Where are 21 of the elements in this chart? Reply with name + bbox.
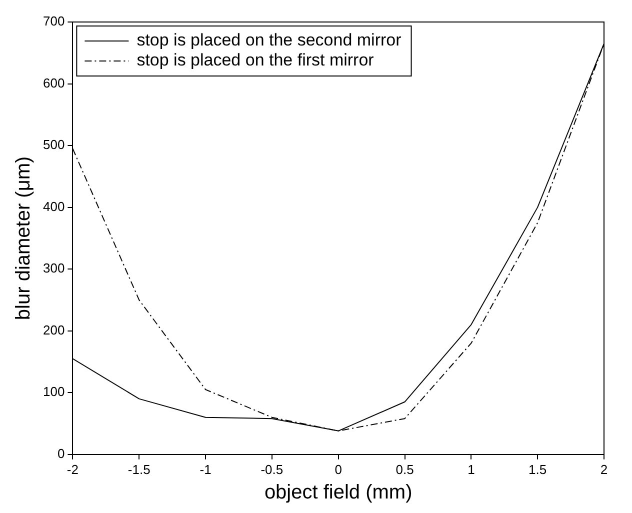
legend-label: stop is placed on the second mirror: [136, 30, 402, 50]
y-tick-label: 100: [42, 384, 65, 400]
x-tick-label: 1.5: [528, 462, 547, 477]
y-tick-label: 200: [42, 322, 65, 338]
y-axis-title: blur diameter (μm): [12, 156, 35, 320]
x-tick-label: 2: [600, 462, 608, 477]
x-axis-title: object field (mm): [264, 482, 412, 504]
y-tick-label: 600: [42, 75, 65, 90]
legend-label: stop is placed on the first mirror: [136, 50, 374, 70]
y-tick-label: 300: [42, 260, 65, 276]
x-tick-label: -2: [66, 462, 78, 477]
x-tick-label: -0.5: [260, 462, 284, 477]
y-tick-label: 500: [42, 137, 65, 152]
y-tick-label: 400: [42, 198, 65, 214]
y-tick-label: 0: [57, 446, 65, 461]
x-tick-label: -1.5: [128, 462, 150, 477]
x-tick-label: -1: [200, 462, 212, 477]
y-tick-label: 700: [42, 14, 65, 29]
x-tick-label: 0: [334, 462, 342, 477]
x-tick-label: 0.5: [396, 462, 414, 477]
x-tick-label: 1: [468, 462, 475, 477]
